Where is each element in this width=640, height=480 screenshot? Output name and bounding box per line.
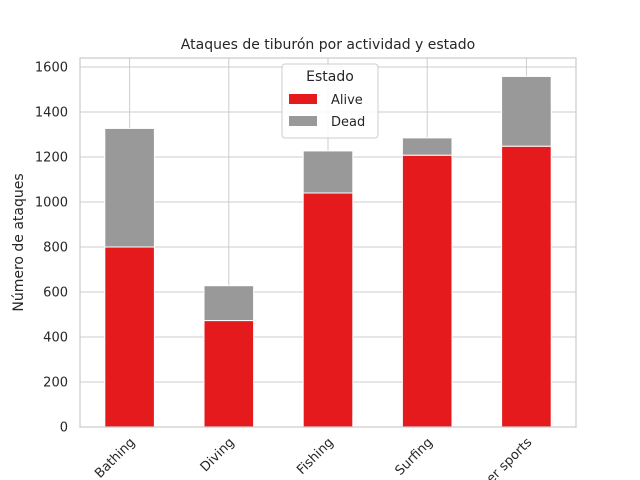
legend-label-dead: Dead <box>331 115 365 130</box>
bar-dead-bathing <box>104 127 155 248</box>
bar-alive-bathing <box>104 246 155 428</box>
bars <box>104 75 552 428</box>
y-tick-label: 200 <box>43 376 68 391</box>
legend-swatch-dead <box>289 116 317 126</box>
y-tick-label: 0 <box>60 421 68 436</box>
legend-title: Estado <box>306 69 354 85</box>
y-tick-label: 600 <box>43 286 68 301</box>
y-tick-label: 1000 <box>35 196 68 211</box>
y-tick-label: 1600 <box>35 61 68 76</box>
chart-title: Ataques de tiburón por actividad y estad… <box>181 37 475 53</box>
y-tick-label: 1200 <box>35 151 68 166</box>
legend-label-alive: Alive <box>331 93 363 108</box>
y-tick-label: 400 <box>43 331 68 346</box>
bar-dead-diving <box>203 285 255 322</box>
y-tick-label: 800 <box>43 241 68 256</box>
y-tick-labels: 0 200 400 600 800 1000 1200 1400 1600 <box>35 61 68 436</box>
bar-dead-surfing <box>401 137 453 156</box>
plot-frame <box>79 57 577 428</box>
legend-swatch-alive <box>289 94 317 104</box>
bar-alive-fishing <box>302 192 354 428</box>
legend: Estado Alive Dead <box>281 63 379 139</box>
bar-alive-diving <box>203 320 255 428</box>
bar-dead-other-sports <box>501 75 552 147</box>
y-tick-label: 1400 <box>35 106 68 121</box>
bar-alive-other-sports <box>501 145 552 428</box>
bar-alive-surfing <box>401 154 453 428</box>
bar-dead-fishing <box>302 150 354 194</box>
y-axis-label: Número de ataques <box>11 173 27 311</box>
